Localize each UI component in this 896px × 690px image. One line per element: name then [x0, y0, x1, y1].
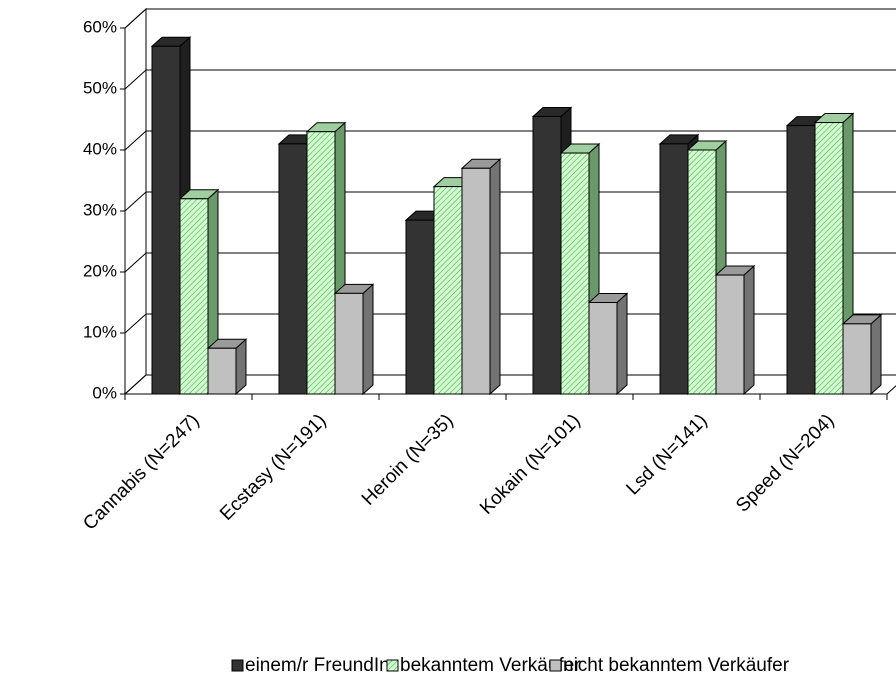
- y-tick-label: 0%: [92, 383, 117, 402]
- bar-front: [842, 323, 872, 395]
- grid-line-side: [124, 374, 147, 395]
- bar: [686, 139, 728, 396]
- x-tick-label: Ecstasy (N=191): [216, 410, 331, 525]
- bar-front: [334, 292, 364, 395]
- bar: [714, 264, 756, 396]
- grid-line-side: [124, 8, 147, 29]
- bar: [460, 158, 502, 396]
- bar-front: [687, 149, 717, 395]
- bar-front: [532, 115, 562, 395]
- grid-line-side: [124, 130, 147, 151]
- bar-side: [362, 283, 374, 396]
- y-tick-label: 50%: [83, 78, 117, 97]
- bar-side: [489, 158, 501, 396]
- bar-front: [715, 274, 745, 395]
- bar-side: [743, 264, 755, 396]
- legend-label: nicht bekanntem Verkäufer: [563, 655, 790, 676]
- bar: [587, 292, 629, 396]
- bar-front: [179, 198, 209, 395]
- bar: [178, 188, 220, 396]
- x-tick-label: Heroin (N=35): [358, 410, 458, 510]
- y-tick-label: 40%: [83, 139, 117, 158]
- x-tick-label: Cannabis (N=247): [79, 410, 203, 534]
- legend-swatch: [549, 659, 562, 672]
- bar-front: [151, 45, 181, 395]
- bar: [206, 338, 248, 396]
- bar-front: [588, 302, 618, 395]
- bar-front: [659, 143, 689, 395]
- bar: [333, 283, 375, 396]
- bar-front: [560, 152, 590, 395]
- grid-line-side: [124, 252, 147, 273]
- bar-front: [433, 186, 463, 395]
- bar-front: [306, 131, 336, 395]
- bar-front: [461, 167, 491, 395]
- legend-label: einem/r FreundIn: [245, 655, 390, 676]
- legend-swatch: [231, 659, 244, 672]
- bar-side: [616, 292, 628, 396]
- bar-front: [814, 122, 844, 395]
- bar-front: [278, 143, 308, 395]
- y-tick-label: 30%: [83, 200, 117, 219]
- grid-line-side: [124, 191, 147, 212]
- bar-front: [207, 347, 237, 395]
- bar-front: [405, 219, 435, 395]
- bar-front: [786, 125, 816, 395]
- x-tick-label: Kokain (N=101): [476, 410, 585, 519]
- x-tick-label: Speed (N=204): [732, 410, 838, 516]
- y-tick-label: 10%: [83, 322, 117, 341]
- bar: [841, 313, 883, 396]
- x-tick-label: Lsd (N=141): [622, 410, 711, 499]
- grid-line-side: [124, 69, 147, 90]
- legend-label: bekanntem Verkäufer: [400, 655, 581, 676]
- grid-line-side: [124, 313, 147, 334]
- bar-side: [870, 313, 882, 396]
- y-tick-label: 20%: [83, 261, 117, 280]
- y-tick-label: 60%: [83, 17, 117, 36]
- legend-swatch: [386, 659, 399, 672]
